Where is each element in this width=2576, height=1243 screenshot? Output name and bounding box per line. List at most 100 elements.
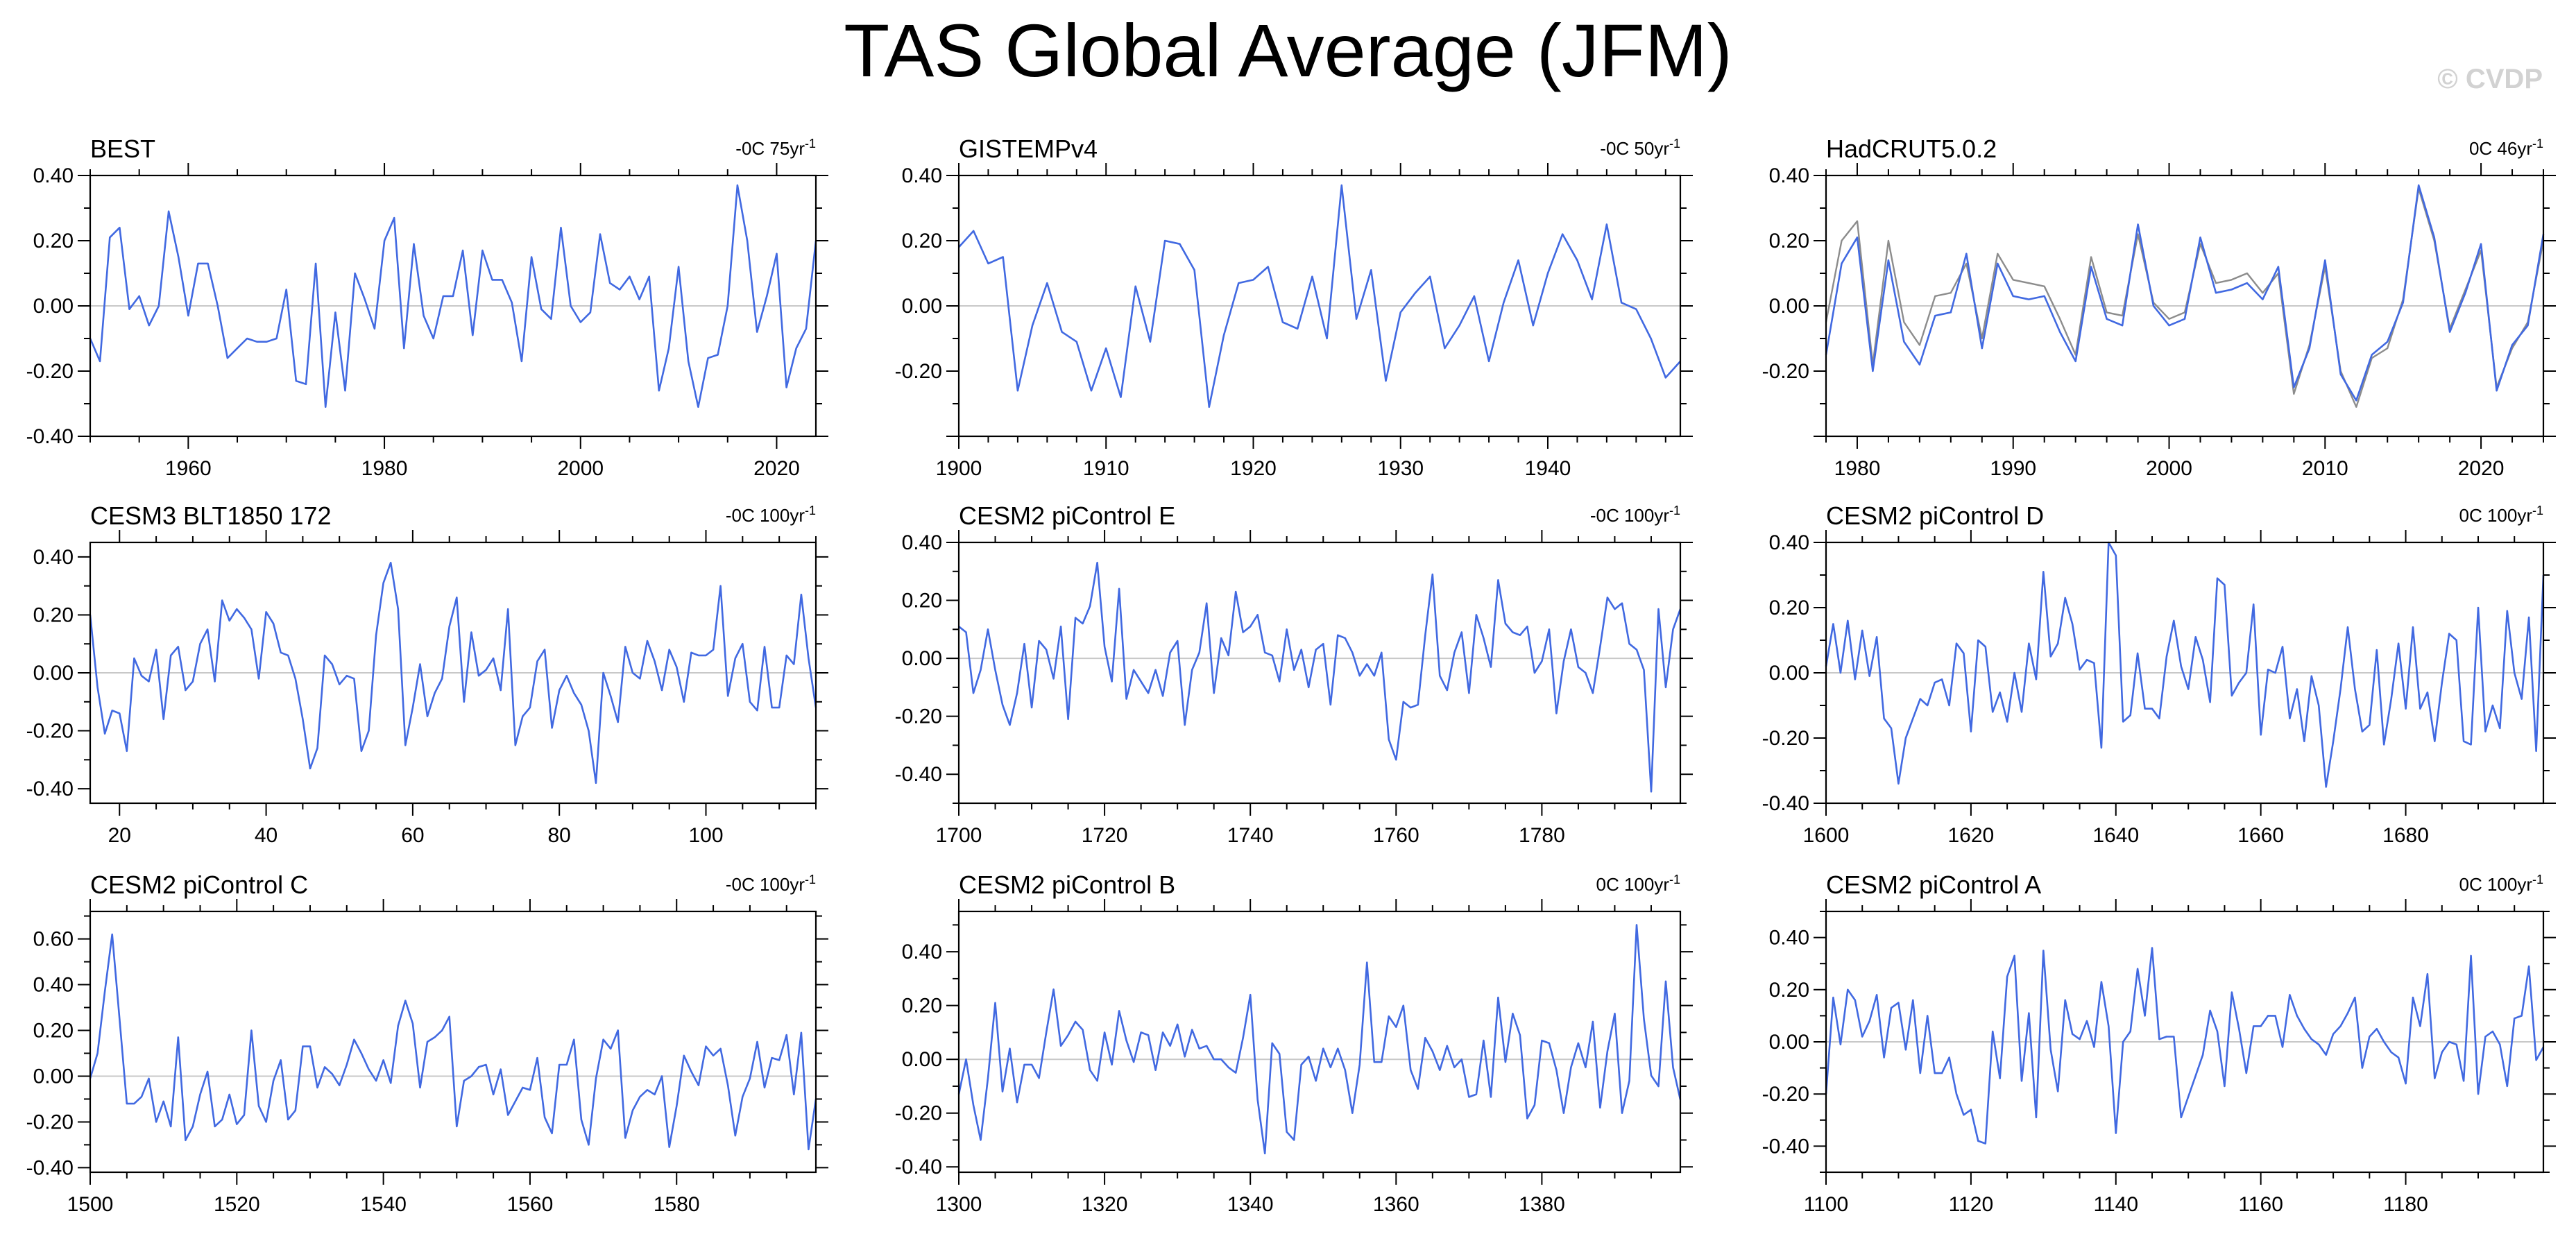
- y-tick-label: -0.20: [26, 360, 74, 383]
- x-tick-label: 1700: [936, 824, 982, 847]
- x-tick-label: 1140: [2094, 1193, 2139, 1216]
- page-title: TAS Global Average (JFM): [844, 8, 1732, 92]
- trend-label: 0C 46yr-1: [2469, 137, 2543, 159]
- y-tick-label: 0.20: [1769, 597, 1809, 619]
- y-tick-label: 0.20: [1769, 230, 1809, 252]
- panel-title: CESM3 BLT1850 172: [90, 502, 332, 530]
- y-tick-label: -0.40: [1762, 1135, 1809, 1158]
- x-tick-label: 20: [108, 824, 131, 847]
- x-tick-label: 1160: [2238, 1193, 2283, 1216]
- y-tick-label: -0.40: [1762, 792, 1809, 815]
- chart-panel: -0.40 -0.20 0.00 0.20 0.40 20 40 60 80 100 CESM3 B…: [26, 502, 828, 847]
- x-tick-label: 60: [401, 824, 424, 847]
- x-tick-label: 1300: [936, 1193, 982, 1216]
- x-tick-label: 1910: [1083, 457, 1129, 480]
- x-tick-label: 40: [255, 824, 278, 847]
- x-tick-label: 1340: [1227, 1193, 1274, 1216]
- panel-title: CESM2 piControl A: [1826, 871, 2041, 899]
- panel-title: CESM2 piControl D: [1826, 502, 2044, 530]
- trend-label: -0C 50yr-1: [1600, 137, 1680, 159]
- panel-title: GISTEMPv4: [959, 135, 1098, 163]
- y-tick-label: 0.40: [1769, 531, 1809, 554]
- y-tick-label: 0.40: [33, 546, 74, 569]
- chart-panel: -0.40 -0.20 0.00 0.20 0.40 1960 1980 2000 2020 BE…: [26, 135, 828, 480]
- y-tick-label: -0.20: [895, 360, 942, 383]
- y-tick-label: 0.60: [33, 928, 74, 951]
- y-tick-label: 0.20: [902, 230, 942, 252]
- x-tick-label: 1920: [1230, 457, 1277, 480]
- x-tick-label: 1500: [67, 1193, 114, 1216]
- x-tick-label: 1180: [2383, 1193, 2428, 1216]
- y-tick-label: 0.40: [1769, 164, 1809, 187]
- chart-panel: -0.40 -0.20 0.00 0.20 0.40 1300 1320 1340 1360 13…: [895, 871, 1693, 1216]
- cvdp-watermark: © CVDP: [2437, 64, 2543, 94]
- x-tick-label: 1660: [2237, 824, 2284, 847]
- x-tick-label: 1520: [214, 1193, 260, 1216]
- y-tick-label: 0.40: [902, 164, 942, 187]
- chart-panel: -0.40 -0.20 0.00 0.20 0.40 1600 1620 1640 1660 16…: [1762, 502, 2556, 847]
- y-tick-label: -0.40: [26, 778, 74, 800]
- y-tick-label: 0.00: [1769, 295, 1809, 318]
- x-tick-label: 1900: [936, 457, 982, 480]
- trend-exponent: -1: [805, 504, 816, 517]
- x-tick-label: 1320: [1082, 1193, 1128, 1216]
- y-tick-label: 0.00: [1769, 662, 1809, 685]
- y-tick-label: -0.20: [895, 705, 942, 728]
- y-tick-label: 0.40: [33, 164, 74, 187]
- y-tick-label: 0.20: [33, 1020, 74, 1043]
- y-tick-label: 0.00: [902, 647, 942, 670]
- chart-panel: -0.40 -0.20 0.00 0.20 0.40 0.60 1500 1520 1540 15…: [26, 871, 828, 1216]
- x-tick-label: 1680: [2382, 824, 2429, 847]
- y-tick-label: 0.40: [902, 531, 942, 554]
- y-tick-label: -0.20: [1762, 360, 1809, 383]
- trend-exponent: -1: [805, 137, 816, 151]
- x-tick-label: 1960: [165, 457, 212, 480]
- trend-label: -0C 75yr-1: [735, 137, 816, 159]
- chart-panel: -0.20 0.00 0.20 0.40 1900 1910 1920 1930 1940 GIS…: [895, 135, 1693, 480]
- x-tick-label: 100: [688, 824, 723, 847]
- y-tick-label: 0.20: [33, 230, 74, 252]
- y-tick-label: 0.00: [33, 662, 74, 685]
- chart-panel: -0.40 -0.20 0.00 0.20 0.40 1100 1120 1140 1160 11…: [1762, 871, 2556, 1216]
- x-tick-label: 1100: [1804, 1193, 1849, 1216]
- plot-frame: [89, 910, 817, 1174]
- y-tick-label: 0.00: [33, 1065, 74, 1088]
- x-tick-label: 1600: [1803, 824, 1850, 847]
- x-tick-label: 1640: [2092, 824, 2139, 847]
- x-tick-label: 1980: [1834, 457, 1881, 480]
- panel-title: BEST: [90, 135, 155, 163]
- trend-label: -0C 100yr-1: [726, 504, 816, 526]
- panel-title: HadCRUT5.0.2: [1826, 135, 1997, 163]
- x-tick-label: 1120: [1949, 1193, 1994, 1216]
- series-line-secondary: [1825, 187, 2545, 408]
- x-tick-label: 1620: [1948, 824, 1995, 847]
- y-tick-label: -0.20: [26, 1111, 74, 1133]
- x-tick-label: 1980: [361, 457, 408, 480]
- plot-frame: [957, 541, 1682, 805]
- x-tick-label: 1540: [360, 1193, 407, 1216]
- x-tick-label: 2000: [2146, 457, 2192, 480]
- x-tick-label: 1740: [1227, 824, 1274, 847]
- plot-frame: [957, 910, 1682, 1174]
- y-tick-label: -0.40: [895, 763, 942, 786]
- chart-panel: -0.20 0.00 0.20 0.40 1980 1990 2000 2010 2020 Had…: [1762, 135, 2556, 480]
- y-tick-label: -0.20: [1762, 1083, 1809, 1106]
- y-tick-label: 0.00: [1769, 1031, 1809, 1054]
- y-tick-label: 0.20: [1769, 979, 1809, 1002]
- y-tick-label: 0.00: [33, 295, 74, 318]
- y-tick-label: 0.00: [902, 1048, 942, 1071]
- y-tick-label: 0.40: [1769, 927, 1809, 950]
- x-tick-label: 1930: [1377, 457, 1424, 480]
- panel-title: CESM2 piControl C: [90, 871, 308, 899]
- y-tick-label: -0.40: [895, 1156, 942, 1178]
- y-tick-label: 0.20: [902, 590, 942, 612]
- y-tick-label: -0.20: [1762, 727, 1809, 750]
- x-tick-label: 1780: [1519, 824, 1565, 847]
- panel-title: CESM2 piControl E: [959, 502, 1175, 530]
- trend-exponent: -1: [1669, 504, 1680, 517]
- series-line: [1825, 184, 2545, 402]
- y-tick-label: -0.40: [26, 1156, 74, 1179]
- series-line: [1825, 541, 2545, 788]
- series-line: [958, 561, 1682, 793]
